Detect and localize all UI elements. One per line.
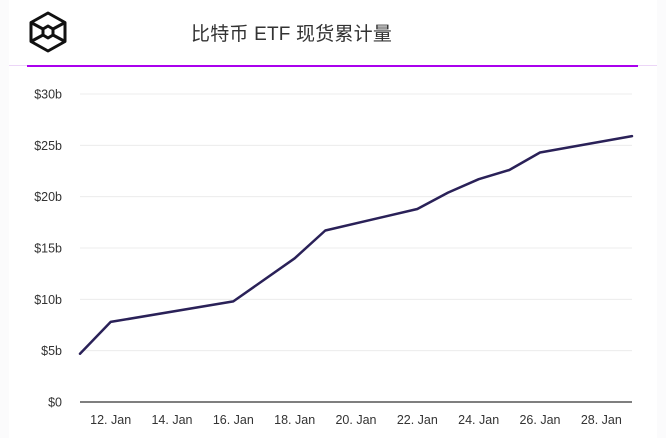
y-tick-label: $30b — [34, 88, 62, 102]
x-tick-label: 26. Jan — [519, 413, 560, 427]
y-tick-label: $0 — [48, 396, 62, 410]
left-margin — [0, 0, 9, 438]
y-tick-label: $5b — [41, 344, 62, 358]
chart-title: 比特币 ETF 现货累计量 — [191, 24, 393, 45]
y-tick-label: $25b — [34, 139, 62, 153]
x-tick-label: 24. Jan — [458, 413, 499, 427]
x-tick-label: 16. Jan — [213, 413, 254, 427]
y-tick-label: $10b — [34, 293, 62, 307]
x-tick-label: 28. Jan — [581, 413, 622, 427]
x-tick-label: 20. Jan — [335, 413, 376, 427]
cumulative-volume-line — [78, 134, 634, 355]
x-axis-labels: 12. Jan 14. Jan 16. Jan 18. Jan 20. Jan 22. J… — [90, 413, 622, 427]
right-margin — [657, 0, 666, 438]
x-tick-label: 22. Jan — [397, 413, 438, 427]
x-tick-label: 14. Jan — [151, 413, 192, 427]
hexagon-cube-logo-icon — [29, 11, 67, 53]
y-tick-label: $15b — [34, 242, 62, 256]
x-tick-label: 12. Jan — [90, 413, 131, 427]
x-tick-label: 18. Jan — [274, 413, 315, 427]
header-divider-accent — [27, 65, 638, 67]
gridlines — [80, 93, 632, 352]
y-axis-labels: $0 $5b $10b $15b $20b $25b $30b — [34, 88, 62, 410]
y-tick-label: $20b — [34, 190, 62, 204]
